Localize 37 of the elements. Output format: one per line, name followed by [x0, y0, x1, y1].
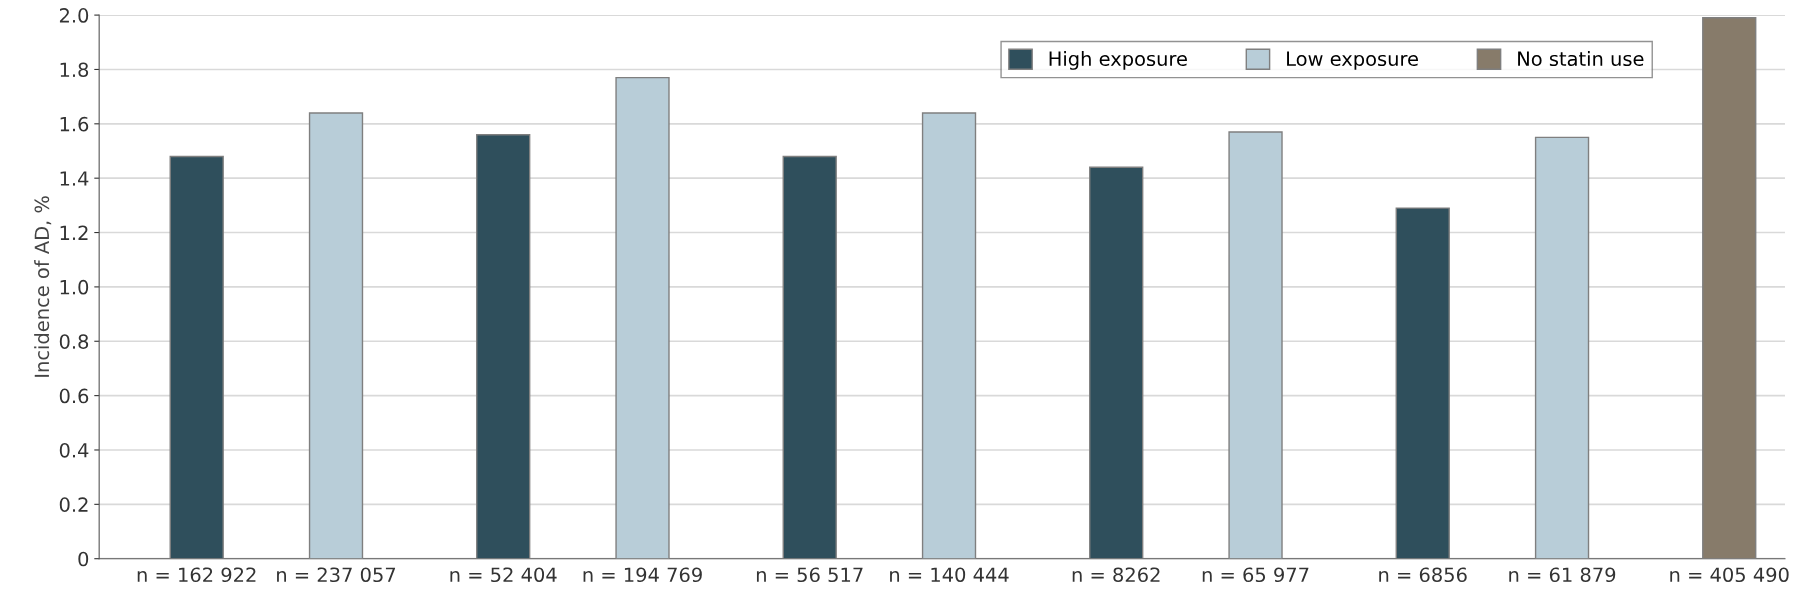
- y-tick-label: 1.2: [60, 225, 88, 240]
- y-tick-label: 0.4: [59, 442, 89, 458]
- x-tick-label: n = 162 922: [137, 567, 256, 583]
- y-tick-label: 1.8: [60, 62, 89, 78]
- bar: [615, 76, 670, 559]
- y-tick-label: 1.0: [60, 279, 89, 295]
- y-tick-label: 0.8: [59, 334, 89, 349]
- bar: [1089, 166, 1144, 559]
- bar: [476, 133, 531, 559]
- x-tick-label: n = 8262: [1072, 567, 1160, 583]
- y-tick-label: 0: [78, 551, 89, 567]
- bar: [1395, 207, 1450, 559]
- x-tick-label: n = 61 879: [1509, 567, 1616, 583]
- bar: [921, 112, 977, 559]
- y-tick-label: 0.2: [59, 497, 88, 512]
- x-tick-label: n = 194 769: [583, 567, 702, 583]
- x-tick-label: n = 6856: [1379, 567, 1467, 583]
- y-tick-label: 1.6: [60, 116, 89, 132]
- x-tick-label: n = 52 404: [450, 567, 557, 583]
- x-tick-label: n = 237 057: [277, 567, 396, 583]
- x-tick-label: n = 56 517: [756, 567, 863, 583]
- y-tick-label: 1.4: [60, 171, 89, 186]
- bar: [1534, 136, 1590, 559]
- bar: [782, 155, 837, 559]
- bar: [169, 155, 224, 559]
- bar: [1702, 17, 1757, 559]
- bar: [1228, 131, 1283, 559]
- y-axis-title: Incidence of AD, %: [34, 196, 52, 377]
- legend-label: No statin use: [1518, 51, 1644, 67]
- y-tick-label: 2.0: [59, 8, 89, 23]
- x-tick-label: n = 405 490: [1670, 567, 1789, 583]
- legend-label: High exposure: [1049, 51, 1187, 70]
- legend-label: Low exposure: [1287, 51, 1418, 70]
- x-tick-label: n = 65 977: [1202, 567, 1309, 583]
- bar: [308, 112, 364, 559]
- y-tick-label: 0.6: [59, 388, 89, 404]
- x-tick-label: n = 140 444: [890, 567, 1009, 583]
